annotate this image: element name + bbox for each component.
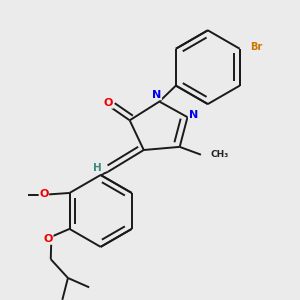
Text: Br: Br bbox=[250, 42, 262, 52]
Text: O: O bbox=[44, 234, 53, 244]
Text: H: H bbox=[93, 163, 102, 173]
Text: N: N bbox=[188, 110, 198, 120]
Text: N: N bbox=[152, 90, 161, 100]
Text: CH₃: CH₃ bbox=[210, 150, 229, 159]
Text: O: O bbox=[104, 98, 113, 108]
Text: O: O bbox=[39, 189, 49, 199]
